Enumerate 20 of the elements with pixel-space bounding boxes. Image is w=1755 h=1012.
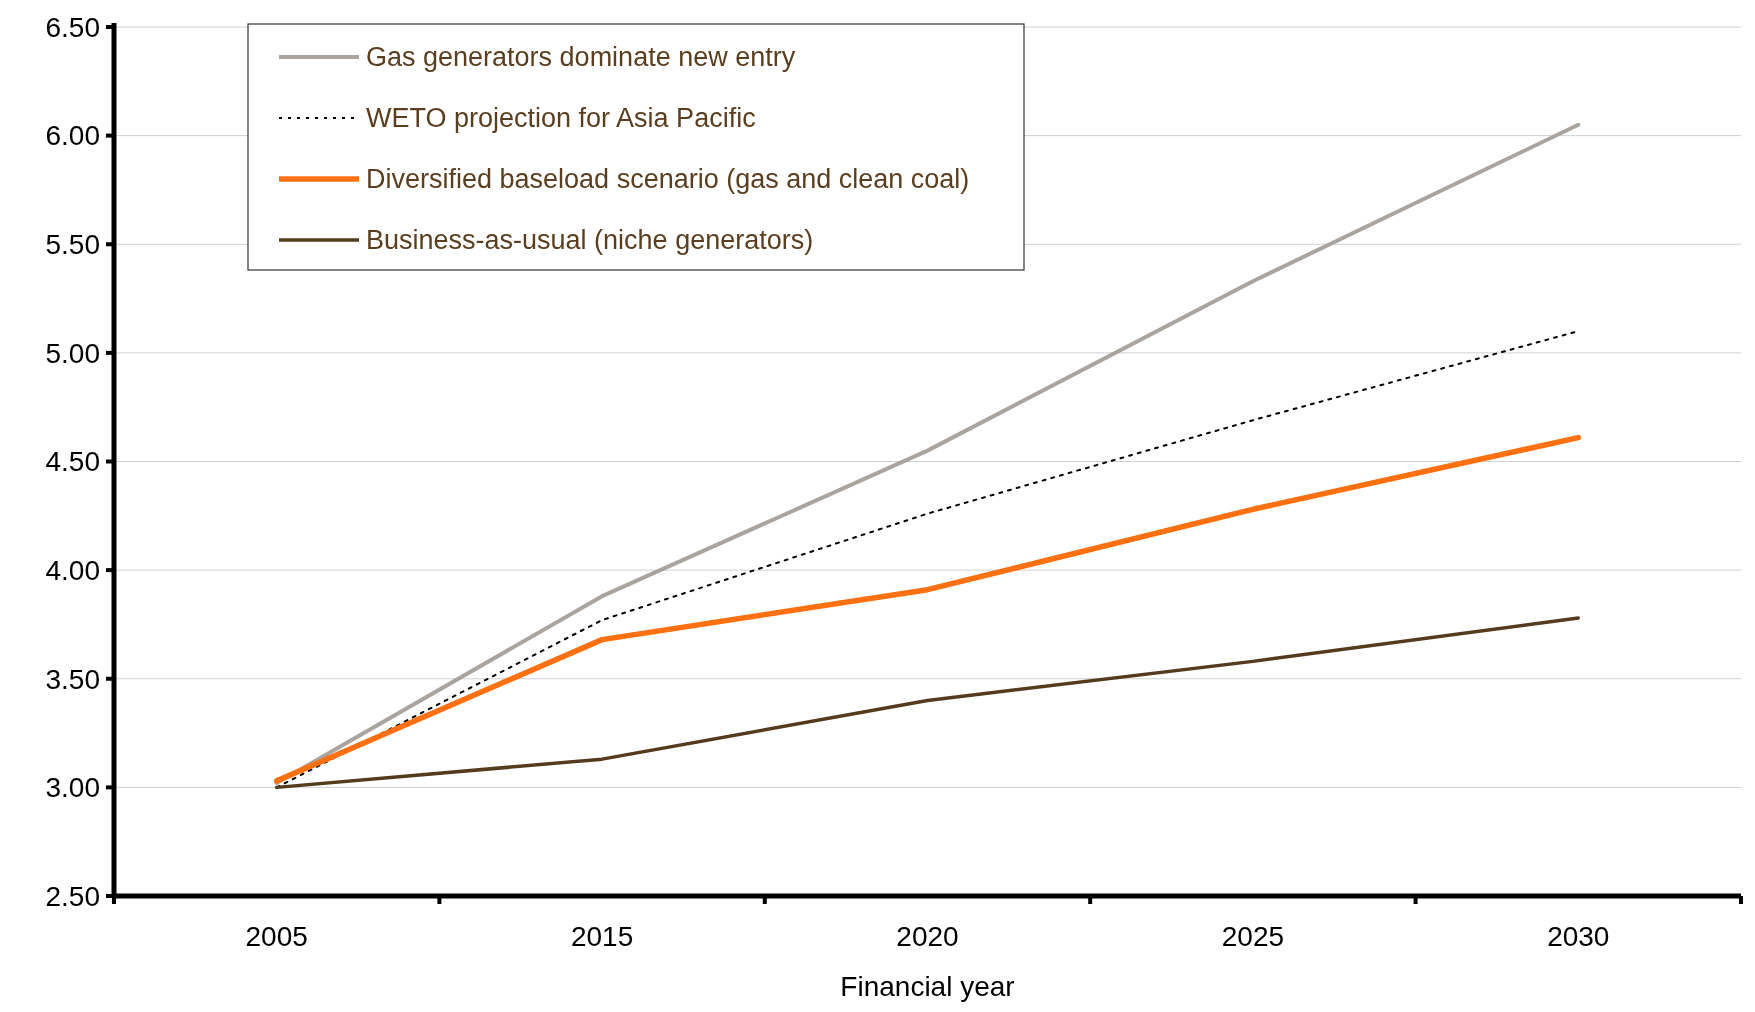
line-series bbox=[274, 616, 1581, 790]
y-tick-label: 3.50 bbox=[45, 663, 100, 695]
y-tick-label: 6.00 bbox=[45, 120, 100, 152]
x-tick-label: 2020 bbox=[896, 921, 959, 952]
x-tick-label: 2025 bbox=[1221, 921, 1285, 952]
x-tick-label: 2015 bbox=[570, 921, 634, 952]
y-tick-label: 2.50 bbox=[45, 880, 100, 912]
y-tick-label: 4.50 bbox=[45, 446, 100, 478]
y-tick-label: 5.00 bbox=[45, 337, 100, 369]
y-tick-label: 5.50 bbox=[45, 229, 100, 261]
x-axis-title: Financial year bbox=[840, 971, 1015, 1002]
legend-label: Business-as-usual (niche generators) bbox=[366, 225, 814, 256]
legend-label: Gas generators dominate new entry bbox=[366, 42, 796, 73]
legend-label: Diversified baseload scenario (gas and clean coal) bbox=[366, 164, 970, 195]
legend-label: WETO projection for Asia Pacific bbox=[366, 103, 756, 134]
x-tick-label: 2005 bbox=[245, 921, 308, 952]
y-tick-label: 4.00 bbox=[45, 554, 100, 586]
x-tick-label: 2030 bbox=[1547, 921, 1610, 952]
y-tick-label: 6.50 bbox=[45, 11, 100, 43]
y-tick-label: 3.00 bbox=[45, 772, 100, 804]
